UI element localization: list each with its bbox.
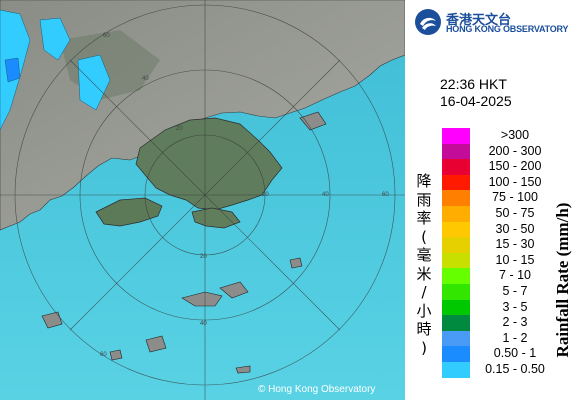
legend-swatch <box>442 174 470 191</box>
ring-label: 60 <box>382 192 389 198</box>
island <box>41 311 63 329</box>
legend-title-zh-char: 毫 <box>416 246 432 264</box>
ring-label: 20 <box>200 254 207 260</box>
legend-swatch <box>442 128 470 144</box>
legend-title-zh-char: ) <box>421 338 427 357</box>
legend-label: >300 <box>500 128 530 142</box>
ring-label: 20 <box>262 192 269 198</box>
legend-label: 30 - 50 <box>495 221 535 236</box>
rain-echo <box>39 17 71 61</box>
legend-swatch <box>442 283 470 300</box>
rain-echo <box>77 54 111 111</box>
radar-map: 60 40 20 20 40 60 60 40 20 <box>0 0 405 400</box>
hko-emblem-icon <box>415 9 441 35</box>
legend-swatch <box>442 252 470 269</box>
legend-title-zh-char: 雨 <box>416 190 432 209</box>
legend-label: 3 - 5 <box>502 299 528 314</box>
ring-label: 60 <box>103 33 110 39</box>
hk-territory <box>135 117 283 211</box>
org-name-en: HONG KONG OBSERVATORY <box>446 24 569 34</box>
legend-label: 7 - 10 <box>499 268 531 283</box>
legend-swatch <box>442 205 470 222</box>
legend-swatch <box>442 299 470 316</box>
legend-label: 50 - 75 <box>495 205 535 220</box>
copyright-notice: © Hong Kong Observatory <box>258 384 376 395</box>
ring-label: 20 <box>176 126 183 132</box>
island <box>235 365 251 374</box>
island <box>145 335 167 353</box>
ring-label: 40 <box>200 321 207 327</box>
legend-swatch <box>442 361 470 378</box>
legend-swatch <box>442 190 470 206</box>
legend-label: 100 - 150 <box>488 174 542 189</box>
legend-title-zh: 降雨率(毫米 / 小時) <box>415 172 433 357</box>
legend-label: 200 - 300 <box>488 143 542 158</box>
island <box>109 349 123 361</box>
legend-labels: >300 200 - 300 150 - 200 100 - 150 75 - 100 5… <box>475 128 555 378</box>
hk-island <box>191 207 241 229</box>
observation-date: 16-04-2025 <box>440 93 512 109</box>
legend-title-zh-char: 小 <box>416 301 432 320</box>
lantau-island <box>95 197 163 227</box>
legend-title-zh-char: 率 <box>416 209 432 227</box>
rain-echo <box>4 57 21 83</box>
legend-label: 0.15 - 0.50 <box>485 361 545 376</box>
legend-label: 15 - 30 <box>495 237 535 252</box>
legend-title-zh-char: ( <box>421 227 427 246</box>
island <box>181 291 223 307</box>
legend-label: 0.50 - 1 <box>493 346 537 361</box>
range-rings <box>0 0 405 400</box>
island <box>219 281 249 299</box>
legend-swatch <box>442 346 470 362</box>
hko-logo: 香港天文台 HONG KONG OBSERVATORY <box>414 8 576 36</box>
observation-time: 22:36 HKT <box>440 76 507 92</box>
legend-label: 1 - 2 <box>502 330 528 345</box>
legend-label: 150 - 200 <box>488 159 542 174</box>
legend-panel: 香港天文台 HONG KONG OBSERVATORY 22:36 HKT 16… <box>405 0 577 400</box>
legend-title-zh-char: 降 <box>416 172 432 190</box>
legend-swatch <box>442 237 470 253</box>
legend-swatch <box>442 221 470 238</box>
org-name-zh: 香港天文台 <box>446 13 512 28</box>
legend-title-en: Rainfall Rate (mm/h) <box>553 202 572 358</box>
legend-label: 75 - 100 <box>492 190 538 205</box>
legend-swatch <box>442 268 470 284</box>
legend-swatch <box>442 143 470 160</box>
island <box>299 111 327 131</box>
ring-label: 40 <box>322 192 329 198</box>
legend-swatch <box>442 159 470 175</box>
legend-color-bar <box>442 128 470 378</box>
legend-label: 5 - 7 <box>502 283 528 298</box>
legend-swatch <box>442 315 470 331</box>
legend-title-zh-char: 時 <box>416 320 432 338</box>
island <box>289 257 303 269</box>
ring-label: 40 <box>142 76 149 82</box>
legend-title-zh-char: / <box>421 283 427 301</box>
legend-label: 10 - 15 <box>495 252 535 267</box>
ring-label: 60 <box>100 352 107 358</box>
legend-swatch <box>442 330 470 347</box>
legend-label: 2 - 3 <box>502 315 528 330</box>
legend-title-zh-char: 米 <box>416 264 432 283</box>
